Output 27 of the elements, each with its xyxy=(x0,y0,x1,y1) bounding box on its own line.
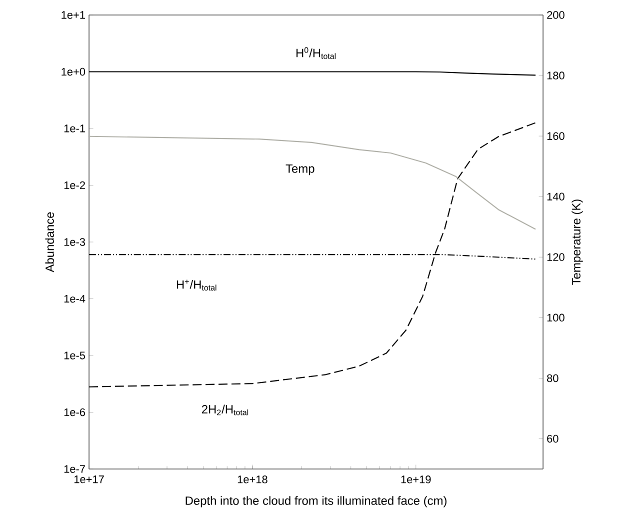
y2-tick-label: 60 xyxy=(547,434,558,443)
y-tick-label: 1e-5 xyxy=(64,352,86,360)
y-axis-title: Abundance xyxy=(45,212,54,272)
y2-tick-label: 160 xyxy=(547,132,564,140)
y2-tick-label: 180 xyxy=(547,72,564,80)
y2-tick-label: 140 xyxy=(547,192,564,200)
y-tick-label: 1e-3 xyxy=(64,238,86,246)
x-tick-label: 1e+17 xyxy=(74,476,104,484)
y2-tick-label: 120 xyxy=(547,253,564,262)
x-axis-title: Depth into the cloud from its illuminated face (cm) xyxy=(186,496,446,508)
y2-tick-label: 200 xyxy=(547,11,564,19)
x-tick-label: 1e+19 xyxy=(401,476,431,484)
x-tick-label: 1e+18 xyxy=(238,476,268,484)
y-tick-label: 1e-2 xyxy=(64,181,85,190)
y2-tick-label: 100 xyxy=(547,314,564,322)
y-tick-label: 1e-1 xyxy=(64,124,85,132)
y-tick-label: 1e-7 xyxy=(64,465,85,473)
y-tick-label: 1e-4 xyxy=(64,294,86,303)
series-label: Temp xyxy=(286,164,314,176)
series-label: H$^{0}$/H$_{total}$ xyxy=(296,47,336,60)
text: H$^{+}$/H$_{total}$ xyxy=(176,280,216,291)
y2-tick-label: 80 xyxy=(547,374,558,382)
y-tick-label: 1e+1 xyxy=(62,11,85,19)
y2-axis-title: Temperature (K) xyxy=(572,200,583,285)
series-label: 2H$_{2}$/H$_{total}$ xyxy=(202,404,248,416)
y-tick-label: 1e-6 xyxy=(64,408,86,416)
y-tick-label: 1e+0 xyxy=(62,68,86,76)
